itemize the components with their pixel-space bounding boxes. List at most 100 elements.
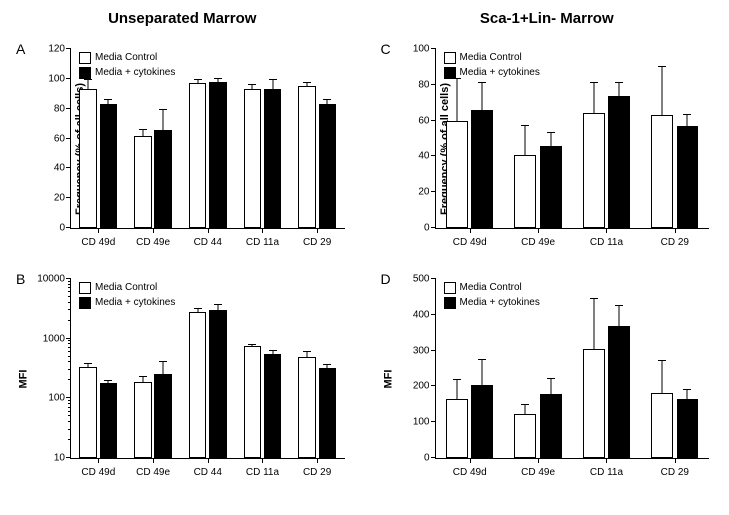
y-tick-label: 60 (418, 115, 435, 126)
error-cap (269, 350, 277, 351)
y-tick-mark (66, 167, 71, 168)
legend-label: Media Control (95, 51, 157, 65)
bar (608, 326, 630, 458)
y-minor-tick (68, 351, 71, 352)
bar (677, 126, 699, 228)
legend-item: Media + cytokines (79, 296, 175, 310)
panel-d: DMFIMedia ControlMedia + cytokines010020… (375, 269, 720, 489)
bar (471, 110, 493, 228)
y-minor-tick (68, 347, 71, 348)
y-tick-mark (431, 227, 436, 228)
error-bar (593, 83, 594, 113)
legend-label: Media + cytokines (95, 296, 175, 310)
x-category-label: CD 29 (661, 467, 689, 478)
error-bar (550, 133, 551, 146)
error-cap (658, 360, 666, 361)
chart-area: Media ControlMedia + cytokines1010010001… (70, 279, 345, 459)
bar (79, 367, 97, 458)
error-cap (194, 79, 202, 80)
x-tick-mark (98, 228, 99, 233)
bar (298, 357, 316, 458)
panel-letter: C (381, 41, 391, 57)
y-axis-label: MFI (17, 370, 29, 389)
y-tick-label: 100 (413, 44, 436, 55)
y-tick-mark (66, 78, 71, 79)
legend-item: Media + cytokines (79, 66, 175, 80)
x-category-label: CD 49d (453, 467, 487, 478)
bar (189, 83, 207, 228)
x-tick-mark (153, 228, 154, 233)
y-tick-label: 1000 (43, 333, 71, 344)
error-cap (521, 404, 529, 405)
x-tick-mark (675, 458, 676, 463)
y-tick-label: 0 (424, 223, 436, 234)
legend-swatch (79, 282, 91, 294)
bar (100, 383, 118, 458)
x-category-label: CD 49e (521, 467, 555, 478)
y-tick-mark (431, 48, 436, 49)
error-cap (194, 308, 202, 309)
y-minor-tick (68, 439, 71, 440)
panel-letter: A (16, 41, 25, 57)
error-cap (453, 379, 461, 380)
y-tick-mark (431, 155, 436, 156)
y-minor-tick (68, 296, 71, 297)
legend-label: Media Control (95, 281, 157, 295)
x-tick-mark (98, 458, 99, 463)
x-tick-mark (470, 228, 471, 233)
y-tick-mark (66, 227, 71, 228)
x-tick-mark (606, 228, 607, 233)
error-bar (307, 83, 308, 86)
bar (446, 121, 468, 228)
y-minor-tick (68, 369, 71, 370)
y-tick-mark (66, 457, 71, 458)
error-cap (139, 129, 147, 130)
x-category-label: CD 49e (521, 237, 555, 248)
error-bar (307, 352, 308, 357)
error-cap (547, 132, 555, 133)
y-tick-label: 0 (424, 453, 436, 464)
bar (514, 155, 536, 228)
bar (583, 113, 605, 228)
error-bar (525, 405, 526, 414)
y-minor-tick (68, 415, 71, 416)
panel-a: AFrequency (% of all cells)Media Control… (10, 39, 355, 259)
x-tick-mark (538, 458, 539, 463)
bar (319, 368, 337, 458)
error-cap (214, 78, 222, 79)
y-tick-label: 60 (54, 133, 71, 144)
error-cap (683, 389, 691, 390)
y-minor-tick (68, 407, 71, 408)
col-title-left: Unseparated Marrow (10, 10, 355, 29)
x-tick-mark (262, 228, 263, 233)
y-tick-mark (431, 314, 436, 315)
error-bar (482, 360, 483, 385)
x-category-label: CD 49d (81, 237, 115, 248)
legend-label: Media + cytokines (460, 296, 540, 310)
chart-area: Media ControlMedia + cytokines0100200300… (435, 279, 710, 459)
error-cap (590, 82, 598, 83)
y-tick-label: 120 (48, 44, 71, 55)
legend-swatch (444, 52, 456, 64)
bar (244, 89, 262, 228)
bar (244, 346, 262, 458)
figure-grid: Unseparated Marrow Sca-1+Lin- Marrow AFr… (10, 10, 719, 489)
x-category-label: CD 11a (246, 467, 279, 478)
y-tick-mark (431, 84, 436, 85)
error-cap (323, 364, 331, 365)
legend: Media ControlMedia + cytokines (444, 51, 540, 81)
bar (298, 86, 316, 228)
legend: Media ControlMedia + cytokines (79, 281, 175, 311)
y-tick-label: 80 (54, 103, 71, 114)
y-minor-tick (68, 343, 71, 344)
error-cap (478, 359, 486, 360)
error-cap (269, 79, 277, 80)
y-minor-tick (68, 421, 71, 422)
bar (540, 146, 562, 228)
y-minor-tick (68, 356, 71, 357)
error-cap (303, 351, 311, 352)
y-tick-mark (431, 385, 436, 386)
bar (471, 385, 493, 458)
bar (540, 394, 562, 458)
y-tick-mark (431, 120, 436, 121)
